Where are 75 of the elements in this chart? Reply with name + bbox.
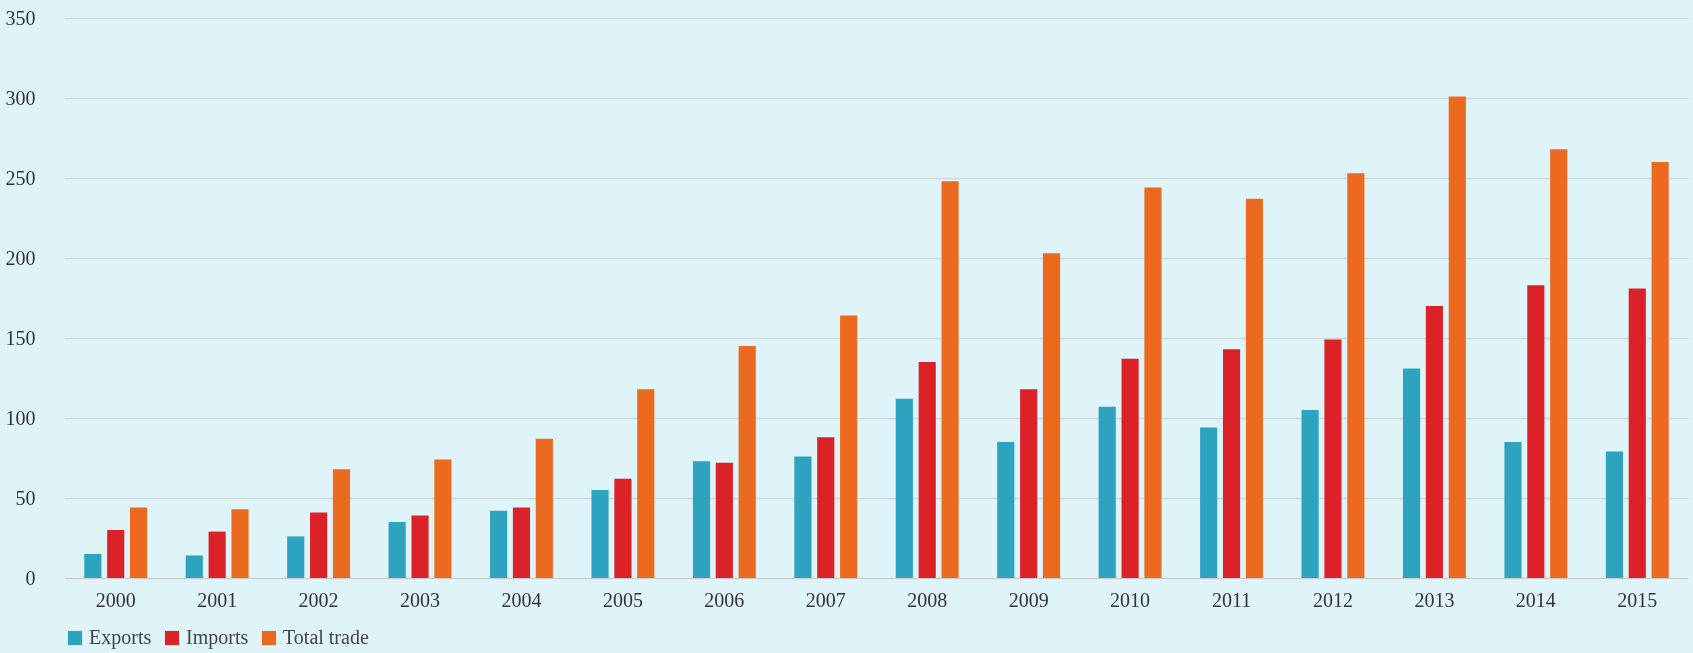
bar xyxy=(1098,406,1116,578)
bar xyxy=(591,490,609,578)
y-tick-label: 100 xyxy=(5,406,36,429)
bar xyxy=(1402,368,1421,578)
bar xyxy=(1550,149,1568,578)
bar xyxy=(411,515,429,578)
x-tick-label: 2011 xyxy=(1211,588,1252,611)
x-tick-label: 2007 xyxy=(805,588,846,611)
bar xyxy=(1200,427,1218,578)
x-tick-label: 2008 xyxy=(907,588,948,611)
bar xyxy=(1121,358,1139,578)
bar xyxy=(840,315,858,578)
y-tick-label: 200 xyxy=(5,246,36,269)
bar xyxy=(434,459,452,578)
bar xyxy=(512,507,531,578)
x-tick-label: 2014 xyxy=(1515,588,1556,611)
x-tick-label: 2012 xyxy=(1312,588,1353,611)
bar xyxy=(1324,339,1342,578)
bar xyxy=(1628,288,1646,578)
legend-label: Imports xyxy=(186,626,249,649)
bar xyxy=(997,442,1015,578)
bar xyxy=(287,536,305,578)
bar xyxy=(1245,198,1263,578)
x-tick-label: 2001 xyxy=(197,588,238,611)
bar xyxy=(1527,285,1545,578)
bar xyxy=(1605,451,1623,578)
x-tick-label: 2010 xyxy=(1110,588,1151,611)
y-tick-label: 350 xyxy=(5,6,36,29)
bar xyxy=(715,462,733,578)
x-tick-label: 2009 xyxy=(1008,588,1049,611)
bar xyxy=(1347,173,1365,578)
y-tick-label: 300 xyxy=(5,86,36,109)
bar xyxy=(1448,96,1466,578)
bar xyxy=(895,398,913,578)
y-tick-label: 150 xyxy=(5,326,36,349)
bar xyxy=(185,555,203,578)
bar xyxy=(614,478,632,578)
bar xyxy=(1222,349,1241,578)
x-tick-label: 2003 xyxy=(400,588,441,611)
x-tick-label: 2006 xyxy=(704,588,745,611)
bar xyxy=(130,507,148,578)
y-tick-label: 0 xyxy=(25,566,36,589)
bar xyxy=(918,362,936,578)
bar xyxy=(1651,162,1669,578)
x-tick-label: 2002 xyxy=(298,588,339,611)
bar xyxy=(332,469,351,578)
bar xyxy=(208,531,226,578)
bar xyxy=(1425,306,1443,578)
x-tick-label: 2015 xyxy=(1617,588,1658,611)
y-tick-label: 250 xyxy=(5,166,36,189)
bar xyxy=(1020,389,1038,578)
bar xyxy=(941,181,959,578)
x-tick-label: 2005 xyxy=(602,588,643,611)
bar xyxy=(84,554,102,578)
x-tick-label: 2004 xyxy=(501,588,542,611)
bar xyxy=(107,530,125,578)
bar xyxy=(817,437,835,578)
bar xyxy=(738,346,756,578)
bar xyxy=(535,438,553,578)
x-tick-label: 2013 xyxy=(1414,588,1455,611)
legend-label: Exports xyxy=(89,626,152,649)
bar xyxy=(231,509,249,578)
bar xyxy=(1301,410,1319,578)
bar xyxy=(794,456,812,578)
bar xyxy=(692,461,711,578)
bar xyxy=(388,522,406,578)
bar xyxy=(1042,253,1061,578)
x-tick-label: 2000 xyxy=(95,588,136,611)
y-tick-label: 50 xyxy=(15,486,36,509)
bar xyxy=(310,512,328,578)
bar xyxy=(637,389,655,578)
legend-label: Total trade xyxy=(283,626,369,648)
bar xyxy=(1504,442,1522,578)
bar xyxy=(1144,187,1162,578)
bar xyxy=(490,510,508,578)
